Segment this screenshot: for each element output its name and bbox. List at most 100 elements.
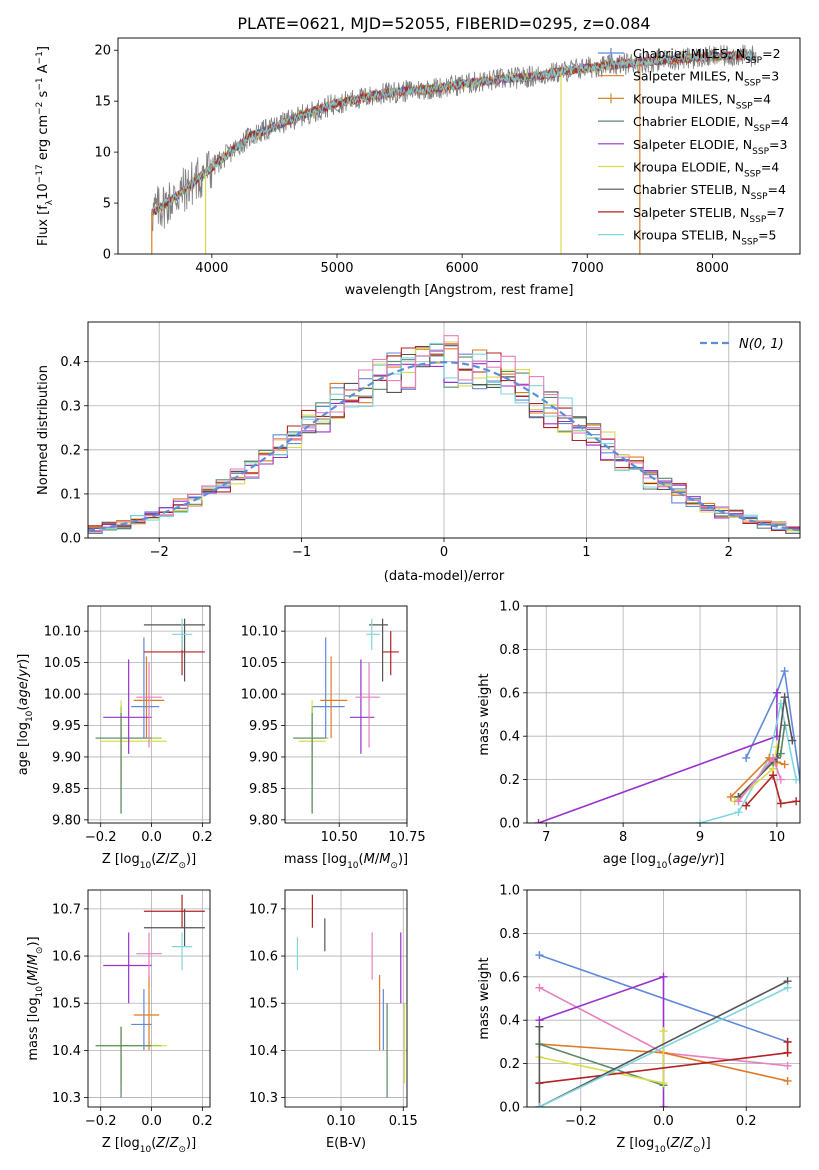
- label-part: 10: [140, 861, 152, 871]
- y-tick-label: 0.0: [60, 532, 81, 547]
- y-tick-label: 1.0: [499, 884, 520, 899]
- label-part: )]: [26, 936, 41, 946]
- series-point: [659, 972, 668, 981]
- x-tick-label: 8000: [696, 261, 729, 276]
- series-line: [539, 986, 788, 1107]
- axes-frame: [87, 321, 801, 539]
- x-axis-label: Z [log10(Z/Z⊙)]: [616, 1136, 710, 1155]
- plot-area: [95, 618, 205, 814]
- legend-name: Kroupa STELIB, N: [633, 228, 741, 243]
- y-tick-label: 0.6: [499, 686, 520, 701]
- panel-massweight_vs_Z: −0.2 0.0 0.20.00.20.40.60.81.0Z [log10(Z/Z…: [477, 884, 801, 1155]
- x-axis-label: (data-model)/error: [384, 569, 505, 584]
- y-axis-label: mass weight: [477, 673, 492, 755]
- legend-name: Kroupa MILES, N: [633, 91, 736, 106]
- y-tick-label: 10.6: [52, 950, 81, 965]
- y-tick-label: 0: [103, 248, 111, 263]
- label-part: A: [36, 64, 51, 77]
- axes-frame: [284, 889, 408, 1108]
- x-tick-label: −2: [150, 545, 169, 560]
- label-part: −17: [35, 164, 45, 183]
- x-tick-label: 7: [542, 830, 550, 845]
- legend-label: Chabrier STELIB, NSSP=4: [633, 182, 786, 202]
- label-part: M: [379, 852, 390, 867]
- label-part: ]: [36, 46, 51, 51]
- legend-count: =5: [758, 228, 776, 243]
- legend-name: Chabrier ELODIE, N: [633, 114, 753, 129]
- panel-age_vs_Z: −0.2 0.0 0.2 9.80 9.85 9.90 9.95 10.00 10.05 10.1…: [16, 605, 213, 871]
- series-point: [780, 693, 789, 702]
- y-tick-label: 10.4: [249, 1044, 278, 1059]
- label-part: Flux [f: [36, 205, 51, 246]
- label-part: )]: [16, 654, 31, 664]
- y-tick-label: 9.80: [249, 813, 278, 828]
- label-part: (: [16, 706, 31, 711]
- series-point: [776, 799, 785, 808]
- y-tick-label: 10.7: [52, 902, 81, 917]
- legend-label: N(0, 1): [739, 337, 784, 352]
- label-part: 10: [656, 861, 668, 871]
- label-part: Z [log: [102, 1136, 140, 1151]
- y-axis-label: Normed distribution: [36, 365, 51, 495]
- x-tick-label: 2: [725, 545, 733, 560]
- series-point: [772, 688, 781, 697]
- label-part: /: [165, 852, 170, 867]
- label-part: )]: [186, 852, 196, 867]
- series-line: [539, 975, 665, 1107]
- x-tick-label: 1: [582, 545, 590, 560]
- label-part: yr: [700, 852, 716, 867]
- panel-mass_vs_Z: −0.2 0.0 0.210.310.410.510.610.7Z [log10(Z…: [26, 889, 213, 1155]
- label-part: (: [667, 852, 672, 867]
- series-point: [535, 1103, 544, 1107]
- plot-area: [293, 618, 399, 814]
- label-part: /: [697, 852, 702, 867]
- legend-label: Chabrier ELODIE, NSSP=4: [633, 114, 789, 134]
- label-part: Z [log: [616, 1136, 654, 1151]
- label-part: 10: [36, 183, 51, 200]
- label-part: age: [672, 852, 696, 867]
- label-part: s: [36, 90, 51, 101]
- histogram-step: [88, 342, 800, 533]
- label-part: )]: [701, 1136, 711, 1151]
- y-axis-label: age [log10(age/yr)]: [16, 654, 35, 776]
- series-point: [742, 801, 751, 810]
- label-part: (: [151, 852, 156, 867]
- series-point: [769, 771, 778, 780]
- panel-mass_vs_EBV: 0.10 0.15 10.3 10.4 10.5 10.6 10.7 E(B-V): [249, 889, 418, 1151]
- x-tick-label: 0.15: [389, 1114, 418, 1129]
- x-tick-label: −0.2: [565, 1114, 597, 1129]
- y-axis-label: mass [log10(M/M⊙)]: [26, 936, 45, 1060]
- y-axis-label: mass weight: [477, 957, 492, 1039]
- label-part: M: [364, 852, 375, 867]
- x-tick-label: 10.50: [321, 830, 358, 845]
- series-point: [780, 667, 789, 676]
- series-point: [783, 1048, 792, 1057]
- label-part: )]: [714, 852, 724, 867]
- legend-name: Chabrier STELIB, N: [633, 182, 751, 197]
- label-part: erg cm: [36, 115, 51, 164]
- legend-label: Salpeter ELODIE, NSSP=3: [633, 137, 787, 157]
- y-axis-label: Flux [fλ10−17 erg cm−2 s−1 A−1]: [35, 46, 55, 246]
- plot-area: [88, 335, 800, 534]
- series-line: [745, 670, 800, 780]
- series-point: [535, 951, 544, 960]
- histogram-step: [88, 335, 800, 533]
- y-tick-label: 0.8: [499, 927, 520, 942]
- normal-curve: [88, 360, 800, 532]
- label-part: Z: [683, 1136, 694, 1151]
- x-axis-label: Z [log10(Z/Z⊙)]: [102, 852, 196, 871]
- figure-title: PLATE=0621, MJD=52055, FIBERID=0295, z=0…: [237, 14, 650, 33]
- label-part: −2: [35, 102, 45, 115]
- x-tick-label: 4000: [195, 261, 228, 276]
- y-tick-label: 10.00: [241, 688, 278, 703]
- legend-name: Chabrier MILES, N: [633, 46, 745, 61]
- plot-area: [296, 894, 406, 1098]
- label-part: /: [16, 676, 31, 681]
- y-tick-label: 15: [94, 95, 111, 110]
- label-part: /: [165, 1136, 170, 1151]
- y-tick-label: 0.4: [499, 1014, 520, 1029]
- series-point: [780, 760, 789, 769]
- legend-sub: SSP: [749, 215, 766, 225]
- y-tick-label: 10.05: [44, 656, 81, 671]
